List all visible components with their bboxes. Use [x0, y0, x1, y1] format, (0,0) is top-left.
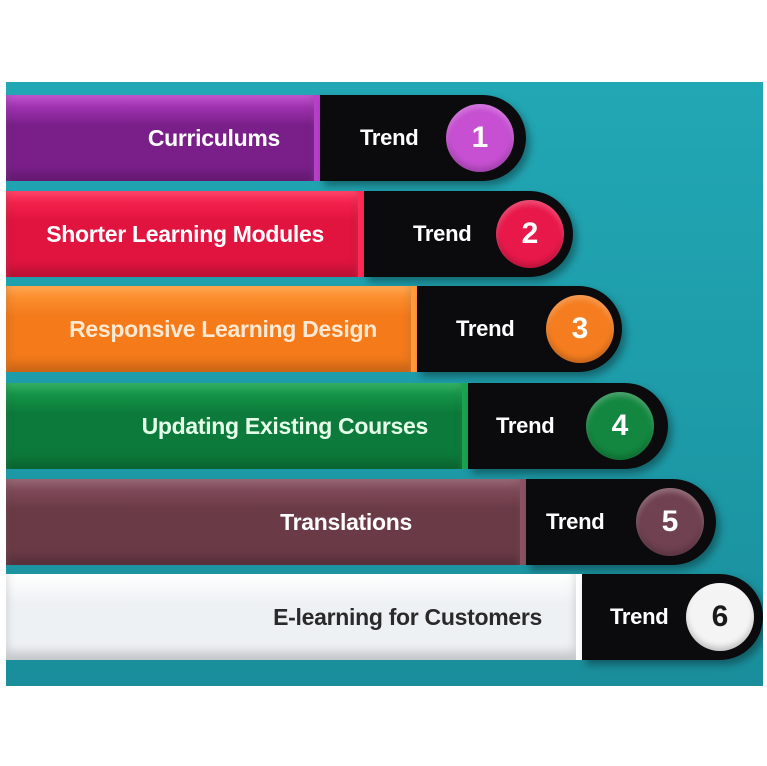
trend-label: Shorter Learning Modules — [46, 220, 324, 247]
trend-separator — [520, 479, 526, 565]
trend-separator — [314, 95, 320, 181]
trend-row-3: Responsive Learning Design Trend 3 — [6, 286, 622, 372]
trend-tag: Trend — [360, 125, 419, 150]
trend-number-badge: 2 — [496, 200, 564, 268]
trend-row-4: Updating Existing Courses Trend 4 — [6, 383, 668, 469]
trend-number-badge: 1 — [446, 104, 514, 172]
trend-bar: Updating Existing Courses — [6, 383, 462, 469]
trend-tag: Trend — [456, 316, 515, 341]
trend-label: E-learning for Customers — [273, 603, 542, 630]
trend-row-1: Curriculums Trend 1 — [6, 95, 526, 181]
trend-label: Updating Existing Courses — [141, 412, 429, 439]
trend-bar: E-learning for Customers — [6, 574, 576, 660]
trend-row-5: Translations Trend 5 — [6, 479, 716, 565]
trend-label: Translations — [280, 508, 412, 535]
trend-tag: Trend — [496, 413, 555, 438]
trend-label: Responsive Learning Design — [69, 315, 377, 342]
trend-separator — [462, 383, 468, 469]
trend-bar: Curriculums — [6, 95, 314, 181]
trend-bar: Shorter Learning Modules — [6, 191, 358, 277]
trend-bar: Responsive Learning Design — [6, 286, 411, 372]
trend-number-badge: 3 — [546, 295, 614, 363]
trend-row-2: Shorter Learning Modules Trend 2 — [6, 191, 573, 277]
trend-row-6: E-learning for Customers Trend 6 — [6, 574, 763, 660]
trend-number-badge: 6 — [686, 583, 754, 651]
trend-bar: Translations — [6, 479, 520, 565]
trends-panel: Curriculums Trend 1 Shorter Learning Mod… — [6, 82, 763, 686]
trend-number-badge: 5 — [636, 488, 704, 556]
trend-tag: Trend — [610, 604, 669, 629]
trend-separator — [358, 191, 364, 277]
trend-label: Curriculums — [147, 124, 280, 151]
trend-number-badge: 4 — [586, 392, 654, 460]
trend-separator — [411, 286, 417, 372]
trend-separator — [576, 574, 582, 660]
trend-tag: Trend — [546, 509, 605, 534]
trend-tag: Trend — [413, 221, 472, 246]
